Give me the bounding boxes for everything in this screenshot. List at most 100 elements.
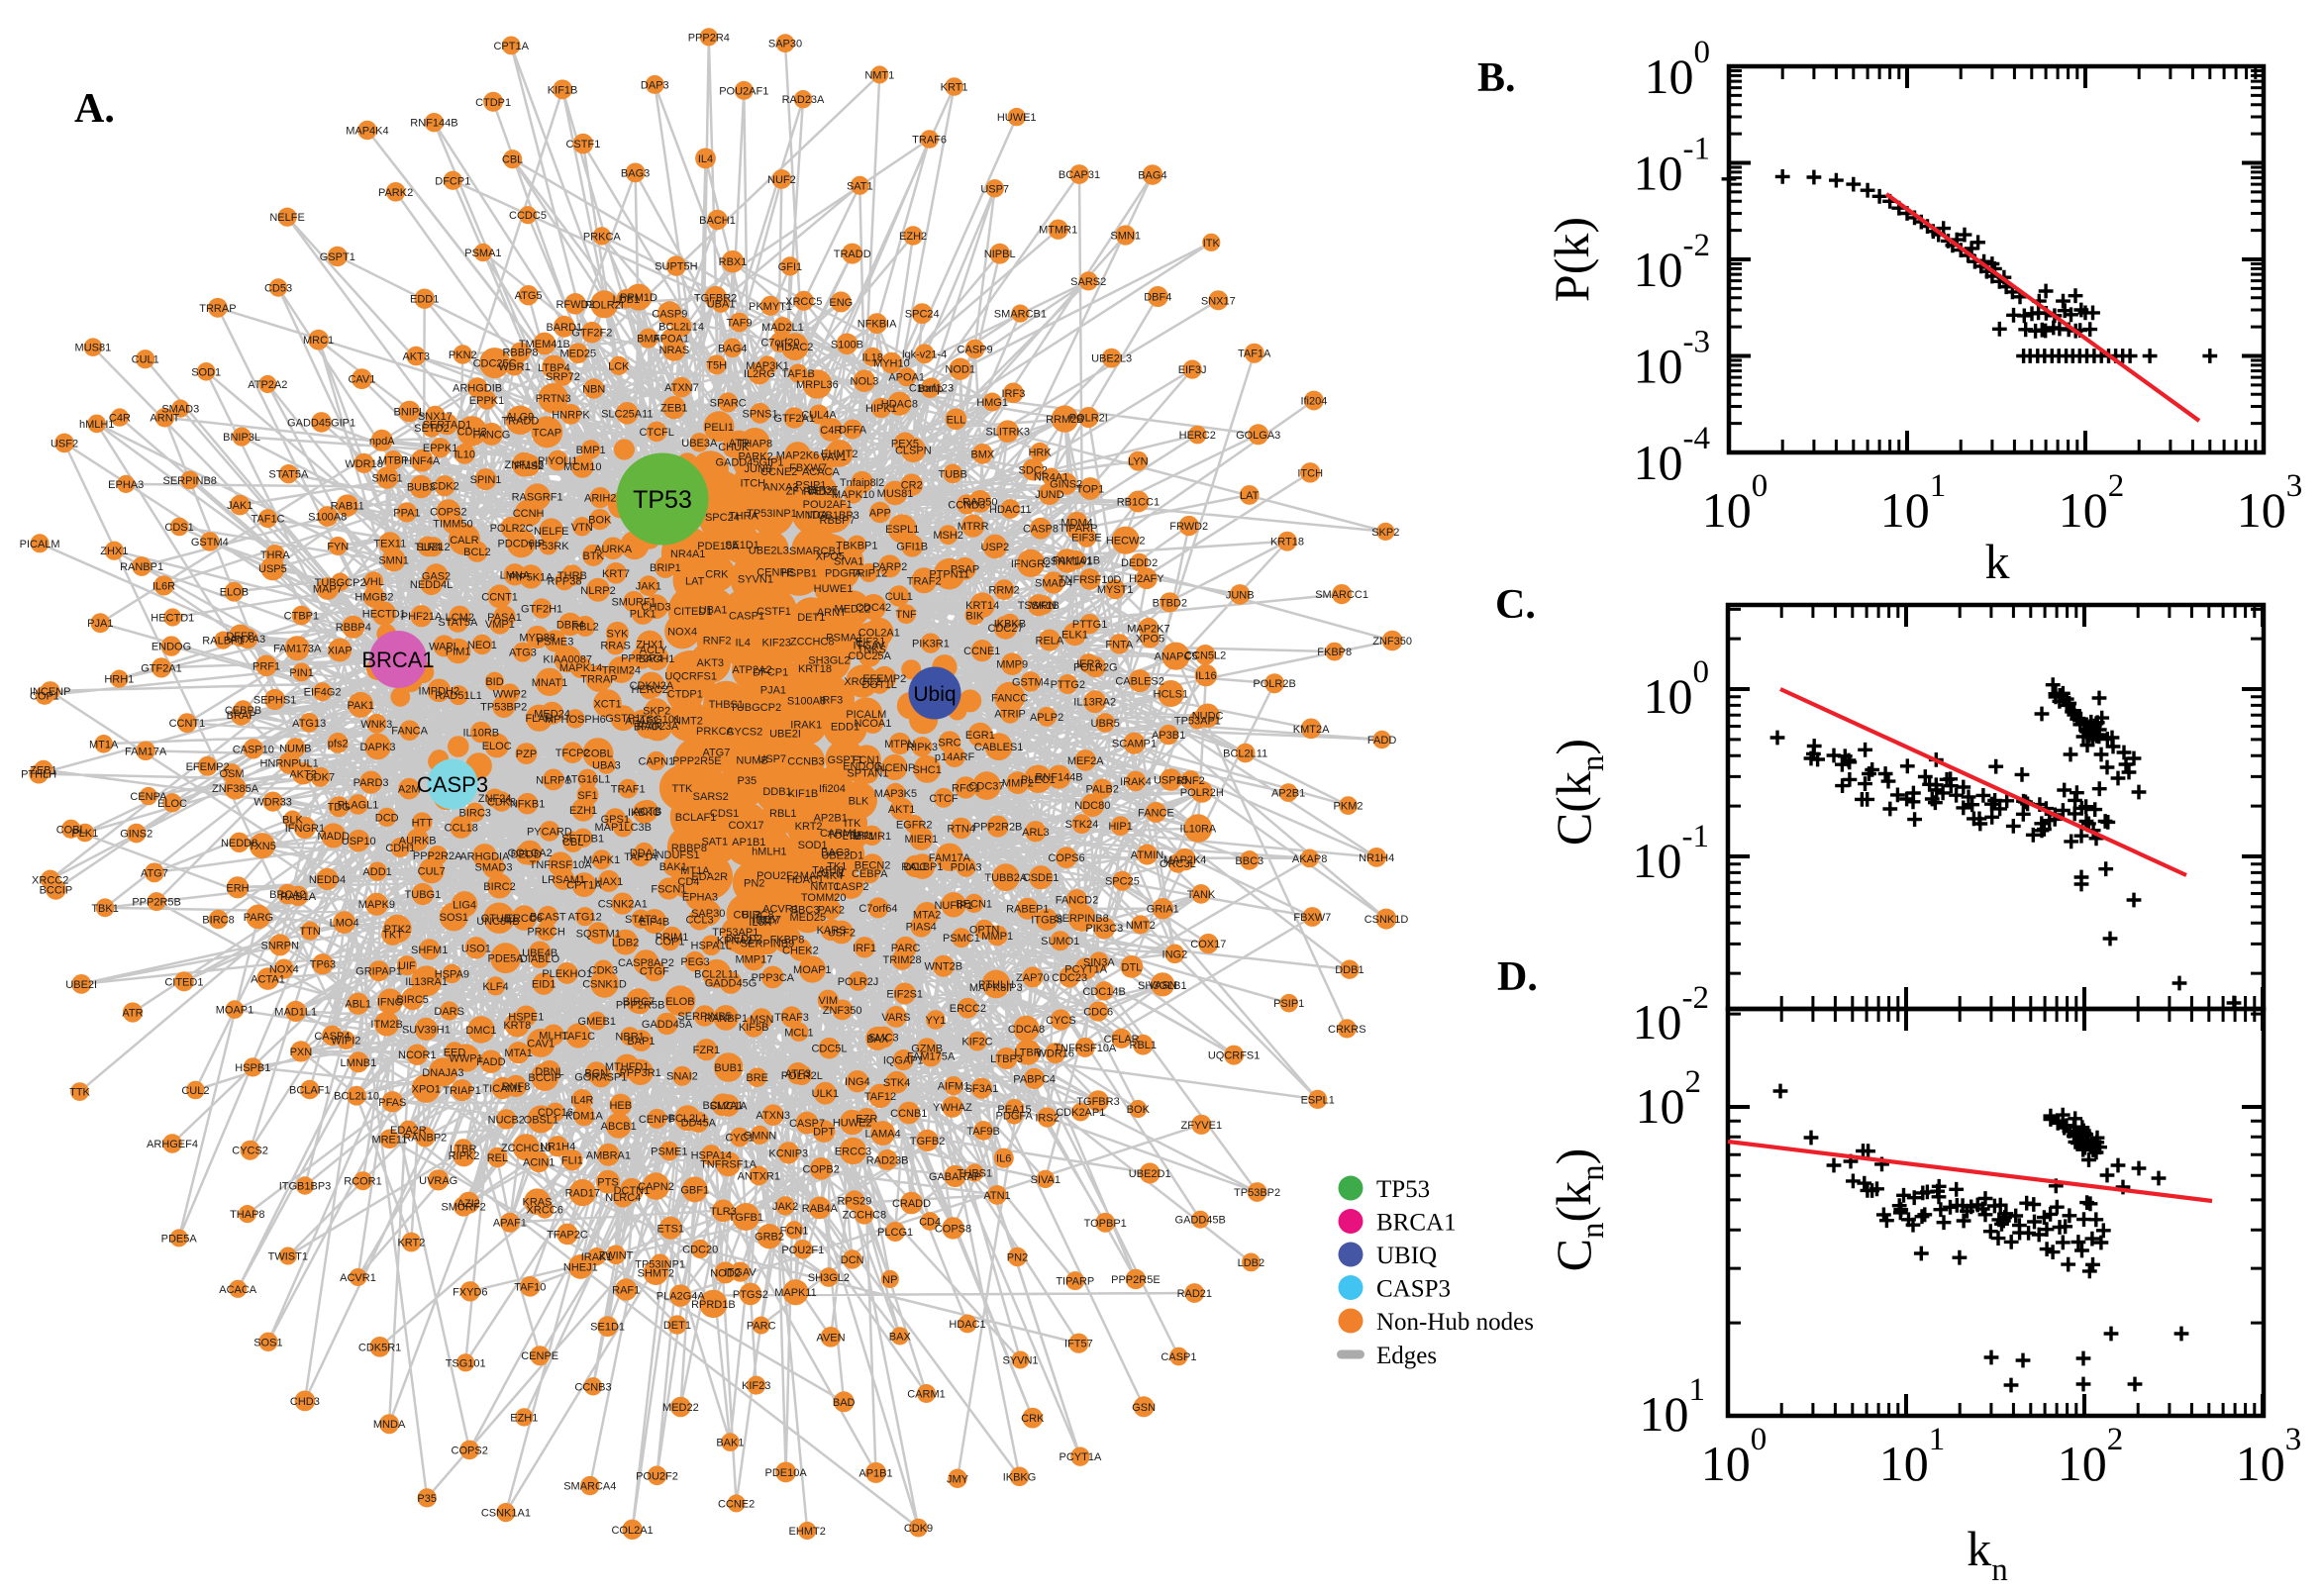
svg-text:BAD: BAD xyxy=(833,1397,856,1409)
svg-text:KIF23: KIF23 xyxy=(762,637,791,648)
svg-text:CRK: CRK xyxy=(1021,1413,1045,1425)
svg-text:IL6: IL6 xyxy=(996,1153,1011,1165)
svg-text:RABEP1: RABEP1 xyxy=(1006,904,1049,916)
svg-text:ATP2A2: ATP2A2 xyxy=(248,379,287,391)
svg-text:ZCCHC10: ZCCHC10 xyxy=(501,1143,552,1154)
svg-text:USP7: USP7 xyxy=(980,183,1009,195)
svg-text:LCM2: LCM2 xyxy=(446,612,474,624)
svg-text:UNC84B: UNC84B xyxy=(476,916,519,928)
svg-text:GTF2A1: GTF2A1 xyxy=(141,662,182,674)
svg-text:PIAS4: PIAS4 xyxy=(906,922,937,934)
svg-text:BCCIP: BCCIP xyxy=(40,884,73,896)
svg-text:SPARC: SPARC xyxy=(710,397,747,409)
svg-text:IL10RA: IL10RA xyxy=(1180,824,1217,836)
svg-text:NELFE: NELFE xyxy=(534,526,568,538)
svg-text:BUB1: BUB1 xyxy=(714,1062,743,1074)
svg-text:CABLES1: CABLES1 xyxy=(974,742,1024,753)
svg-text:GPS1: GPS1 xyxy=(601,814,630,826)
svg-text:USP7: USP7 xyxy=(758,753,786,765)
svg-text:CCNB3: CCNB3 xyxy=(787,756,824,768)
svg-text:MOAP1: MOAP1 xyxy=(216,1005,254,1017)
svg-text:NFKB1: NFKB1 xyxy=(510,799,545,811)
svg-text:ULK1: ULK1 xyxy=(812,1088,840,1100)
svg-text:LMNA: LMNA xyxy=(500,569,531,581)
svg-text:ATN1: ATN1 xyxy=(983,1190,1010,1202)
svg-text:BRIP1: BRIP1 xyxy=(650,562,681,574)
svg-text:HIP1: HIP1 xyxy=(1108,821,1132,833)
svg-text:D.: D. xyxy=(1497,954,1538,1000)
svg-text:SOS1: SOS1 xyxy=(253,1337,282,1348)
svg-text:UVRAG: UVRAG xyxy=(419,1175,457,1187)
svg-text:SPIN1: SPIN1 xyxy=(470,474,502,486)
svg-text:ARHGDIA: ARHGDIA xyxy=(459,850,510,862)
svg-text:MAD1L1: MAD1L1 xyxy=(274,1006,317,1018)
svg-text:CSNK1D: CSNK1D xyxy=(582,978,627,990)
svg-text:PAK2: PAK2 xyxy=(818,904,845,916)
svg-text:ARHGEF4: ARHGEF4 xyxy=(147,1139,198,1150)
svg-text:Edges: Edges xyxy=(1376,1343,1437,1369)
svg-text:ZEB1: ZEB1 xyxy=(660,403,688,415)
svg-text:HTT: HTT xyxy=(412,818,434,830)
svg-text:CDC42: CDC42 xyxy=(856,602,891,614)
svg-text:CTCF: CTCF xyxy=(929,793,959,805)
svg-text:ADD1: ADD1 xyxy=(362,866,391,878)
svg-text:CYC1: CYC1 xyxy=(725,1133,754,1145)
svg-text:CDK2: CDK2 xyxy=(430,481,458,493)
svg-text:JUNB: JUNB xyxy=(745,463,773,475)
svg-text:PTTG1: PTTG1 xyxy=(1072,619,1107,631)
svg-text:VIM: VIM xyxy=(819,995,839,1007)
svg-text:BMX: BMX xyxy=(970,449,995,460)
svg-text:RNF2: RNF2 xyxy=(703,636,732,648)
svg-text:FXYD6: FXYD6 xyxy=(453,1286,487,1298)
svg-text:COPS6: COPS6 xyxy=(1048,852,1084,864)
svg-text:SRC: SRC xyxy=(938,738,960,749)
svg-text:MAP2K6: MAP2K6 xyxy=(776,449,819,461)
svg-text:KARS: KARS xyxy=(817,925,847,937)
svg-text:ING2: ING2 xyxy=(1162,948,1188,960)
svg-text:PELI1: PELI1 xyxy=(704,422,734,434)
svg-text:USP10: USP10 xyxy=(342,836,376,848)
svg-text:POU2AF1: POU2AF1 xyxy=(803,499,853,511)
svg-text:USF2: USF2 xyxy=(50,438,78,449)
svg-text:MEF2A: MEF2A xyxy=(1067,755,1104,767)
svg-text:BTBD2: BTBD2 xyxy=(1153,597,1187,609)
svg-text:CARM1: CARM1 xyxy=(907,1389,946,1401)
svg-text:RAD17: RAD17 xyxy=(565,1188,600,1200)
svg-text:CYCS2: CYCS2 xyxy=(727,727,763,739)
svg-text:FRWD2: FRWD2 xyxy=(1169,521,1208,533)
svg-text:PARK2: PARK2 xyxy=(378,187,413,199)
svg-text:DTL: DTL xyxy=(1122,961,1143,973)
svg-text:ATF3: ATF3 xyxy=(785,1068,811,1080)
svg-text:CCNT1: CCNT1 xyxy=(169,718,206,730)
svg-text:ACACA: ACACA xyxy=(802,466,841,478)
svg-text:k: k xyxy=(1985,534,2010,589)
svg-text:MRC1: MRC1 xyxy=(303,335,334,347)
svg-text:COP1: COP1 xyxy=(30,690,59,702)
svg-text:ATG16L1: ATG16L1 xyxy=(564,774,610,786)
svg-text:TLR4: TLR4 xyxy=(415,542,442,553)
svg-text:TRIAP1: TRIAP1 xyxy=(443,1085,481,1097)
svg-text:MOAP1: MOAP1 xyxy=(793,964,832,976)
svg-text:ANXA3: ANXA3 xyxy=(762,482,798,494)
svg-text:CASP2: CASP2 xyxy=(833,881,868,893)
svg-text:KRT1: KRT1 xyxy=(941,82,968,94)
svg-text:LMNB1: LMNB1 xyxy=(341,1057,377,1069)
svg-text:HNRNPUL1: HNRNPUL1 xyxy=(259,758,318,770)
svg-text:ZCCHC8: ZCCHC8 xyxy=(842,1210,886,1222)
svg-text:LTBR: LTBR xyxy=(450,1144,476,1155)
svg-text:APLP2: APLP2 xyxy=(1030,712,1063,724)
svg-text:BMP1: BMP1 xyxy=(576,445,606,456)
svg-text:FANCA: FANCA xyxy=(391,726,428,738)
svg-text:p14ARF: p14ARF xyxy=(935,751,975,763)
svg-text:NR4A1: NR4A1 xyxy=(1034,472,1068,484)
svg-text:XCT1: XCT1 xyxy=(593,699,621,711)
svg-text:SNAI2: SNAI2 xyxy=(666,1071,698,1083)
svg-text:PSME3: PSME3 xyxy=(537,636,573,648)
svg-text:TP53INP1: TP53INP1 xyxy=(635,1258,685,1270)
svg-text:XPO1: XPO1 xyxy=(412,1083,441,1095)
svg-text:TUBB2A: TUBB2A xyxy=(984,872,1027,884)
svg-text:HMGB2: HMGB2 xyxy=(354,592,393,604)
svg-text:IL6R: IL6R xyxy=(152,580,175,592)
svg-text:DD45A: DD45A xyxy=(681,1117,717,1129)
svg-text:ATG12: ATG12 xyxy=(568,912,602,924)
